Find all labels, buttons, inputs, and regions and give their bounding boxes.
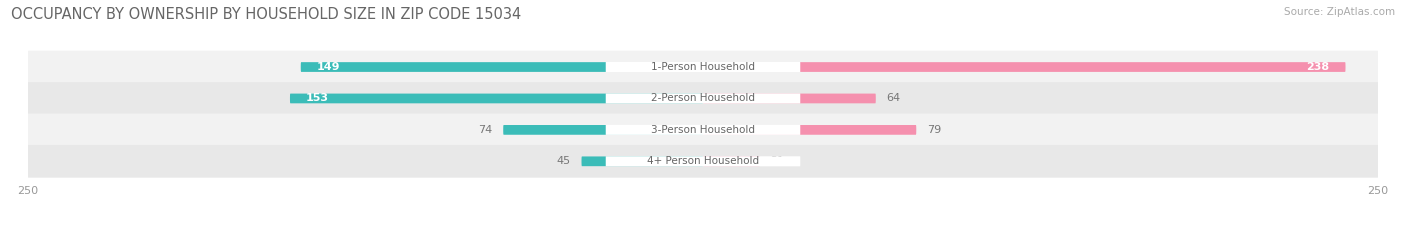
FancyBboxPatch shape [606,156,800,166]
FancyBboxPatch shape [301,62,703,72]
FancyBboxPatch shape [703,62,1346,72]
FancyBboxPatch shape [606,93,800,103]
Text: 79: 79 [927,125,941,135]
FancyBboxPatch shape [503,125,703,135]
FancyBboxPatch shape [703,94,876,103]
Text: 21: 21 [770,156,785,166]
Text: 153: 153 [307,93,329,103]
Text: 2-Person Household: 2-Person Household [651,93,755,103]
FancyBboxPatch shape [28,113,1378,146]
Text: 74: 74 [478,125,492,135]
FancyBboxPatch shape [606,125,800,135]
FancyBboxPatch shape [606,62,800,72]
Text: OCCUPANCY BY OWNERSHIP BY HOUSEHOLD SIZE IN ZIP CODE 15034: OCCUPANCY BY OWNERSHIP BY HOUSEHOLD SIZE… [11,7,522,22]
Text: 1-Person Household: 1-Person Household [651,62,755,72]
FancyBboxPatch shape [28,82,1378,115]
Text: 238: 238 [1306,62,1329,72]
FancyBboxPatch shape [28,51,1378,83]
FancyBboxPatch shape [582,156,703,166]
Text: Source: ZipAtlas.com: Source: ZipAtlas.com [1284,7,1395,17]
Text: 149: 149 [316,62,340,72]
Text: 64: 64 [887,93,901,103]
Text: 3-Person Household: 3-Person Household [651,125,755,135]
FancyBboxPatch shape [703,125,917,135]
FancyBboxPatch shape [28,145,1378,178]
FancyBboxPatch shape [290,94,703,103]
Text: 4+ Person Household: 4+ Person Household [647,156,759,166]
FancyBboxPatch shape [703,156,759,166]
Text: 45: 45 [557,156,571,166]
